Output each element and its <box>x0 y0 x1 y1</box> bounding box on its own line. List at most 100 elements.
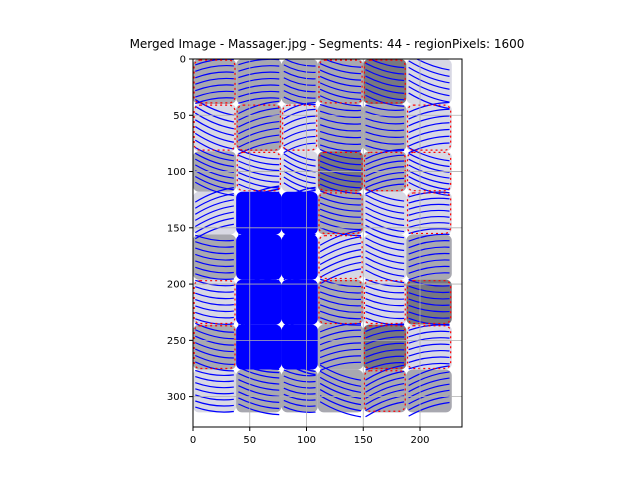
flow-line <box>195 354 234 366</box>
flow-line <box>408 215 450 222</box>
flow-line <box>319 117 362 125</box>
flow-line <box>408 246 450 255</box>
flow-line <box>195 253 234 261</box>
flow-line <box>283 280 316 288</box>
flow-line <box>283 303 316 311</box>
flow-line <box>365 370 405 387</box>
flow-line <box>238 324 280 335</box>
flow-line <box>195 71 234 79</box>
flow-line <box>283 129 316 140</box>
flow-line <box>238 366 280 379</box>
flow-line <box>195 382 234 389</box>
segment-boundaries <box>193 59 452 412</box>
flow-line <box>194 175 234 191</box>
segment-boundary <box>318 280 363 325</box>
flow-line <box>365 124 405 132</box>
flow-line <box>238 379 280 391</box>
flow-line <box>319 348 361 359</box>
flow-line <box>283 195 316 209</box>
flow-line <box>238 327 280 338</box>
flow-line <box>319 364 362 381</box>
flow-line <box>238 333 280 345</box>
flow-line <box>408 122 450 134</box>
flow-line <box>283 360 316 376</box>
flow-line <box>283 147 316 161</box>
flow-line <box>365 250 405 264</box>
y-tick-label: 150 <box>167 223 186 234</box>
flow-line <box>365 138 405 145</box>
flow-line <box>238 172 280 183</box>
flow-line <box>194 139 234 157</box>
flow-line <box>283 272 316 284</box>
flow-line <box>238 77 280 85</box>
flow-line <box>408 279 450 287</box>
flow-line <box>408 115 450 127</box>
segment-region <box>193 191 237 235</box>
segment-boundary <box>318 59 363 104</box>
flow-line <box>283 335 316 350</box>
flow-line <box>283 233 316 245</box>
flow-line <box>283 290 316 298</box>
flow-line <box>408 371 450 387</box>
flow-line <box>408 362 450 370</box>
flow-line <box>319 370 362 387</box>
flow-line <box>195 286 234 293</box>
flow-line <box>194 126 234 143</box>
segment-boundary <box>193 325 236 370</box>
flow-line <box>194 217 234 234</box>
flow-line <box>195 369 234 377</box>
flow-line <box>365 111 405 118</box>
segment-boundary <box>318 151 363 192</box>
flow-line <box>283 387 316 395</box>
flow-line <box>194 193 234 209</box>
flow-line <box>319 376 362 394</box>
flow-line <box>365 230 405 245</box>
flow-line <box>194 205 234 221</box>
flow-line <box>238 305 280 322</box>
flow-line <box>238 65 280 72</box>
flow-line <box>194 99 234 116</box>
flow-line <box>238 349 280 361</box>
flow-line <box>283 83 316 93</box>
x-tick-label: 50 <box>243 435 256 446</box>
flow-line <box>195 273 234 280</box>
segment-region <box>193 59 237 105</box>
flow-line <box>283 192 316 206</box>
flow-line <box>319 166 361 177</box>
flow-line <box>238 257 280 274</box>
flow-line <box>238 166 280 177</box>
flow-line <box>283 375 316 383</box>
segment-boundary <box>406 192 452 235</box>
flow-line <box>283 115 316 127</box>
flow-line <box>283 96 316 106</box>
flow-line <box>408 356 450 364</box>
segment-region <box>363 104 407 152</box>
flow-line <box>195 388 234 395</box>
flow-line <box>408 164 450 179</box>
segment-boundary <box>193 280 236 325</box>
flow-line <box>238 225 280 241</box>
flow-line <box>238 276 280 293</box>
flow-line <box>365 188 405 202</box>
segment-region <box>363 369 407 413</box>
x-tick-label: 0 <box>190 435 196 446</box>
flow-line <box>408 73 450 90</box>
flow-line <box>283 369 316 377</box>
flow-line <box>195 329 234 340</box>
flow-line <box>408 152 450 168</box>
flow-line <box>283 164 316 179</box>
flow-line <box>195 342 234 353</box>
flow-line <box>238 391 280 404</box>
flow-line <box>194 119 234 137</box>
flow-line <box>408 383 450 399</box>
flow-line <box>195 318 234 325</box>
flow-line <box>408 222 450 229</box>
flow-line <box>238 228 280 245</box>
flow-line <box>319 144 362 152</box>
x-tick-label: 150 <box>354 435 373 446</box>
y-tick-label: 0 <box>180 55 186 66</box>
flow-line <box>238 295 280 312</box>
segment-region <box>317 369 364 413</box>
flow-line <box>283 319 316 334</box>
flow-line <box>365 243 405 258</box>
